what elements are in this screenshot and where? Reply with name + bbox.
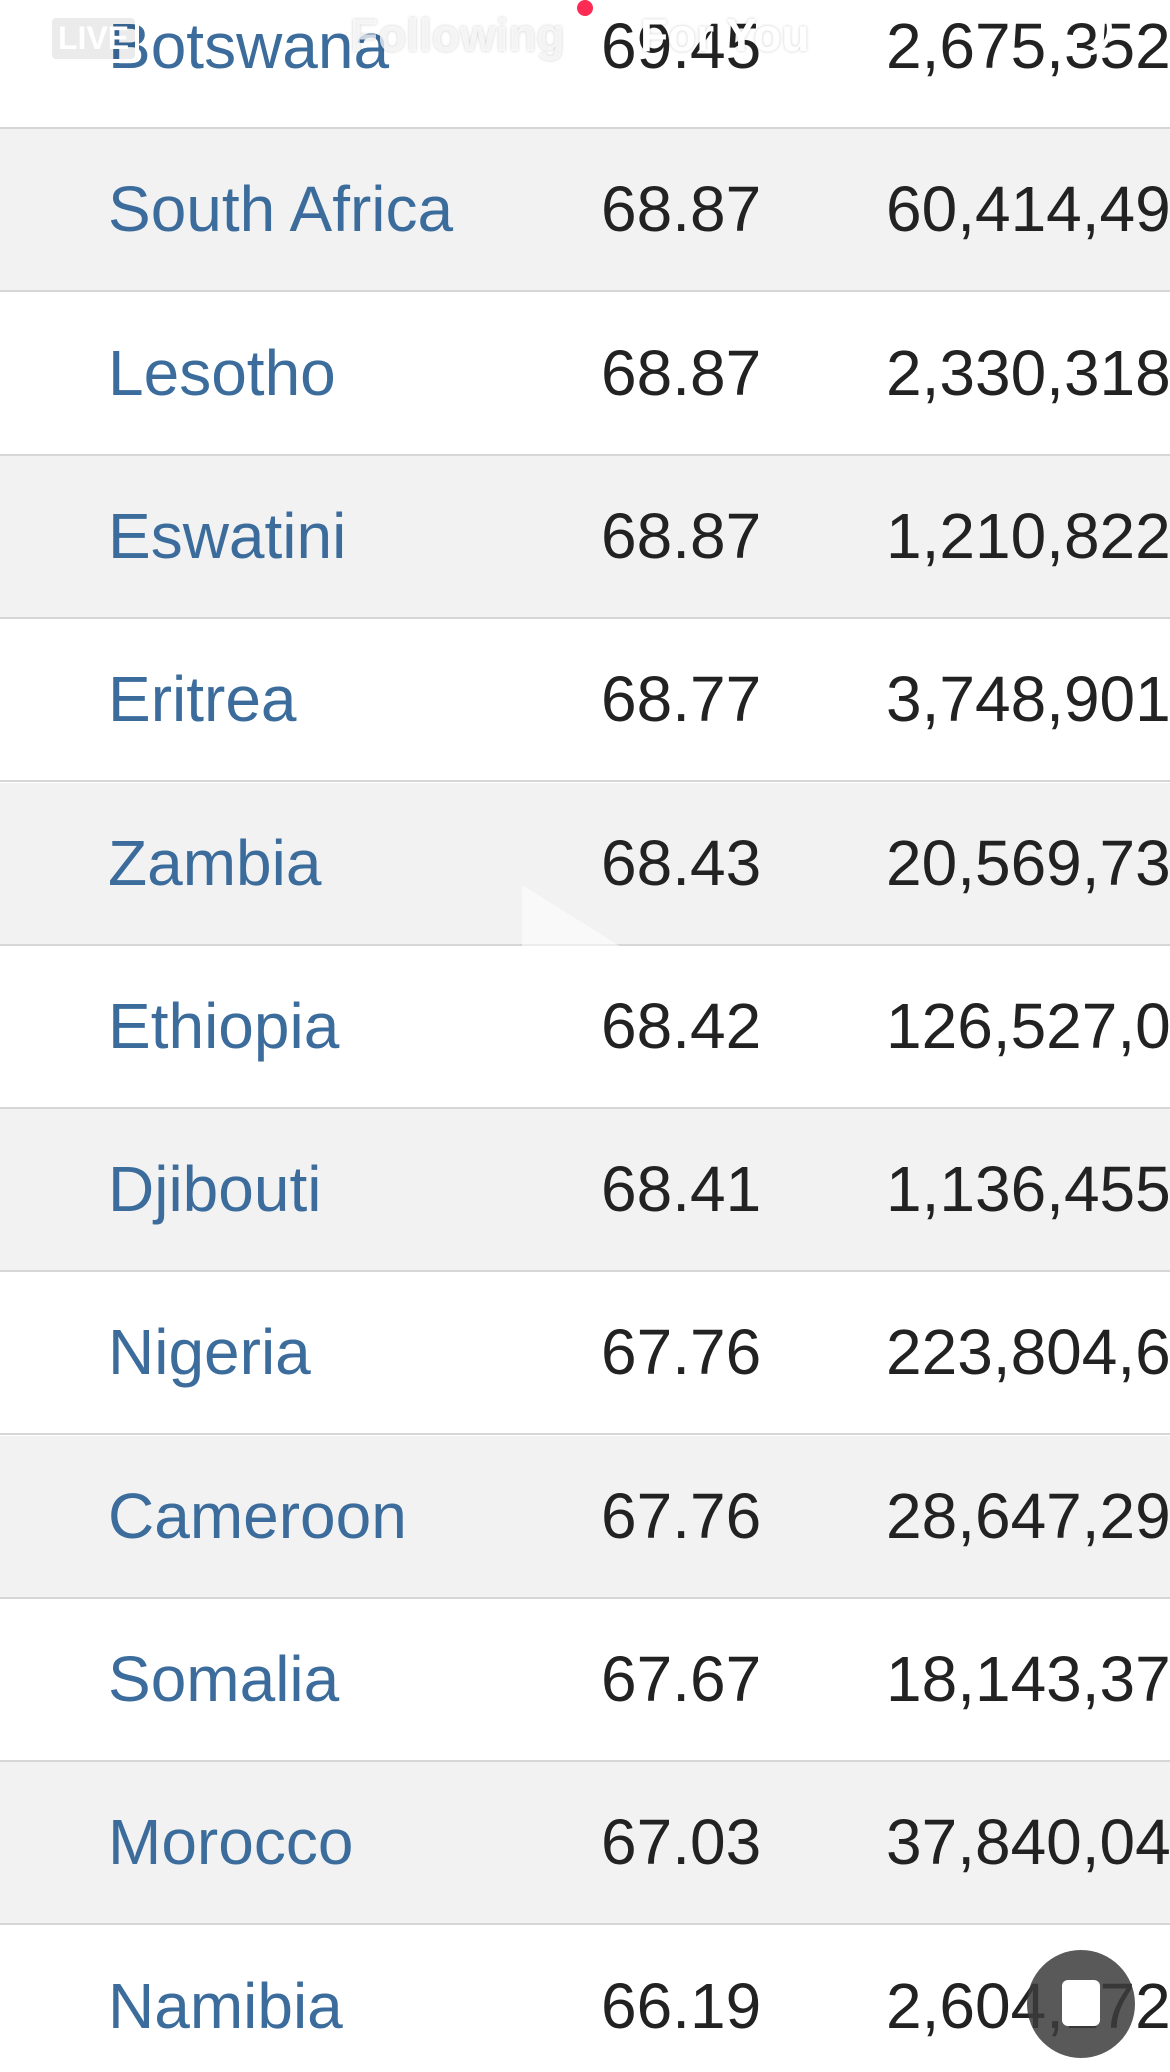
value: 66.19	[601, 1969, 762, 2042]
table-row: South Africa 68.87 60,414,49	[0, 129, 1170, 293]
country-name: Botswana	[108, 10, 390, 82]
population: 3,748,901	[886, 663, 1170, 736]
value: 68.87	[601, 336, 762, 409]
country-name: Zambia	[108, 826, 322, 899]
population: 2,675,352	[886, 10, 1170, 82]
country-name: Ethiopia	[108, 989, 340, 1062]
population: 1,210,822	[886, 499, 1170, 572]
value: 68.87	[601, 499, 762, 572]
tab-underline	[690, 84, 774, 89]
value: 67.76	[601, 1479, 762, 1552]
country-name: Somalia	[108, 1643, 340, 1715]
for-you-tab[interactable]: For You	[640, 9, 810, 61]
population: 60,414,49	[886, 173, 1170, 246]
following-tab[interactable]: Following	[350, 9, 565, 61]
population: 18,143,37	[886, 1643, 1170, 1715]
population: 126,527,0	[886, 989, 1170, 1062]
country-name: Morocco	[108, 1806, 354, 1879]
value: 68.43	[601, 826, 762, 899]
live-button[interactable]: LIVE	[48, 14, 140, 63]
population: 37,840,04	[886, 1806, 1170, 1879]
population: 223,804,6	[886, 1316, 1170, 1389]
value: 67.67	[601, 1643, 762, 1715]
table-row: Ethiopia 68.42 126,527,0	[0, 946, 1170, 1109]
table-row: Eswatini 68.87 1,210,822	[0, 455, 1170, 619]
country-name: Eswatini	[108, 499, 347, 572]
population: 20,569,73	[886, 826, 1170, 899]
table-row: Lesotho 68.87 2,330,318	[0, 293, 1170, 456]
table-row: Nigeria 67.76 223,804,6	[0, 1272, 1170, 1436]
table-row: Cameroon 67.76 28,647,29	[0, 1435, 1170, 1599]
table-row: Djibouti 68.41 1,136,455	[0, 1109, 1170, 1273]
table-row: Eritrea 68.77 3,748,901	[0, 619, 1170, 783]
notification-dot	[577, 0, 593, 16]
top-bar: LIVE Following For You	[0, 0, 1170, 100]
value: 68.77	[601, 663, 762, 736]
country-name: Eritrea	[108, 663, 297, 736]
population: 2,330,318	[886, 336, 1170, 409]
table-row: Somalia 67.67 18,143,37	[0, 1599, 1170, 1762]
population: 2,604,172	[886, 1969, 1170, 2042]
country-name: South Africa	[108, 173, 454, 246]
value: 69.45	[601, 10, 762, 82]
value: 67.76	[601, 1316, 762, 1389]
table-row: Namibia 66.19 2,604,172	[0, 1926, 1170, 2072]
value: 68.42	[601, 989, 762, 1062]
value: 68.41	[601, 1153, 762, 1226]
country-name: Lesotho	[108, 336, 336, 409]
table-row: Morocco 67.03 37,840,04	[0, 1762, 1170, 1926]
country-name: Namibia	[108, 1969, 343, 2042]
value: 68.87	[601, 173, 762, 246]
table-row: Zambia 68.43 20,569,73	[0, 782, 1170, 946]
country-name: Djibouti	[108, 1153, 322, 1226]
country-name: Nigeria	[108, 1316, 311, 1389]
country-name: Cameroon	[108, 1479, 407, 1552]
population: 28,647,29	[886, 1479, 1170, 1552]
table-row: Botswana 69.45 2,675,352	[0, 0, 1170, 129]
search-icon[interactable]	[1058, 2, 1112, 56]
value: 67.03	[601, 1806, 762, 1879]
population: 1,136,455	[886, 1153, 1170, 1226]
